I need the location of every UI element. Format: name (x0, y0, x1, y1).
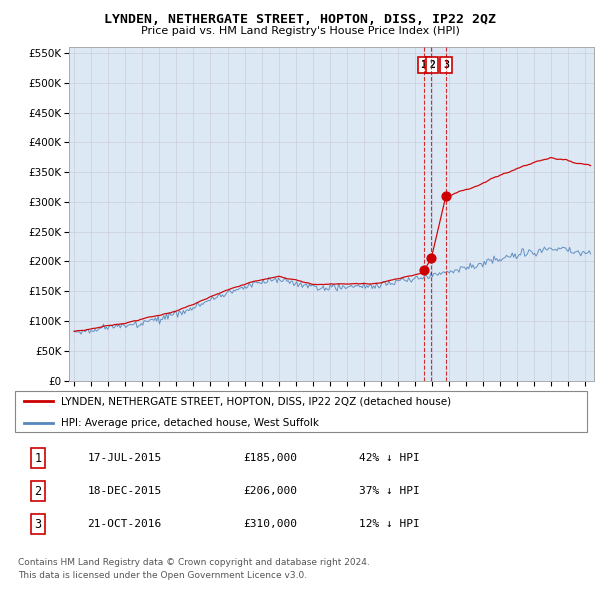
Text: 42% ↓ HPI: 42% ↓ HPI (359, 453, 420, 463)
Text: 2: 2 (430, 60, 435, 70)
Text: LYNDEN, NETHERGATE STREET, HOPTON, DISS, IP22 2QZ (detached house): LYNDEN, NETHERGATE STREET, HOPTON, DISS,… (61, 396, 451, 407)
Point (427, 253, 436, 263)
Text: 21-OCT-2016: 21-OCT-2016 (87, 519, 161, 529)
Text: HPI: Average price, detached house, West Suffolk: HPI: Average price, detached house, West… (61, 418, 319, 428)
Text: 37% ↓ HPI: 37% ↓ HPI (359, 486, 420, 496)
Point (441, 191, 451, 201)
Text: £185,000: £185,000 (244, 453, 298, 463)
Text: Contains HM Land Registry data © Crown copyright and database right 2024.: Contains HM Land Registry data © Crown c… (18, 558, 370, 566)
Text: 12% ↓ HPI: 12% ↓ HPI (359, 519, 420, 529)
Text: 3: 3 (443, 60, 449, 70)
Text: 3: 3 (34, 517, 41, 531)
Text: 18-DEC-2015: 18-DEC-2015 (87, 486, 161, 496)
Point (419, 266, 429, 275)
Text: LYNDEN, NETHERGATE STREET, HOPTON, DISS, IP22 2QZ: LYNDEN, NETHERGATE STREET, HOPTON, DISS,… (104, 13, 496, 26)
Text: Price paid vs. HM Land Registry's House Price Index (HPI): Price paid vs. HM Land Registry's House … (140, 26, 460, 36)
Text: 1: 1 (421, 60, 427, 70)
Text: 1: 1 (34, 451, 41, 465)
Text: £206,000: £206,000 (244, 486, 298, 496)
Text: 2: 2 (34, 484, 41, 498)
FancyBboxPatch shape (15, 391, 587, 432)
Text: 17-JUL-2015: 17-JUL-2015 (87, 453, 161, 463)
Text: £310,000: £310,000 (244, 519, 298, 529)
Text: This data is licensed under the Open Government Licence v3.0.: This data is licensed under the Open Gov… (18, 571, 307, 580)
